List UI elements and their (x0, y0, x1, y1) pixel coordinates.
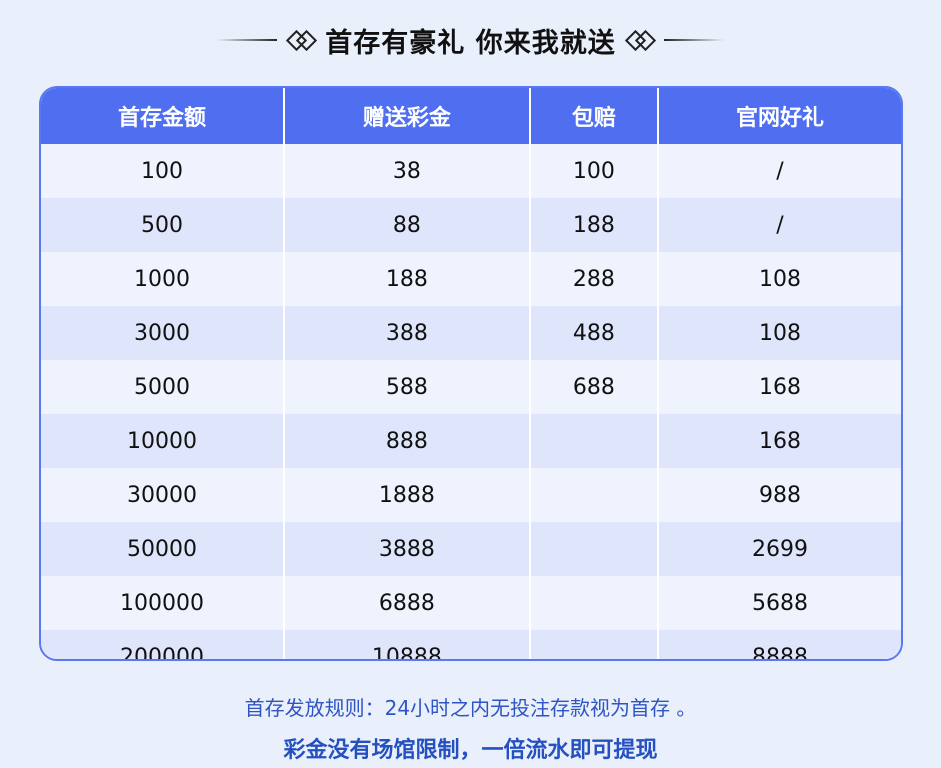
table-cell: 188 (283, 252, 530, 306)
decorative-line-left (217, 39, 278, 41)
table-cell: 500 (41, 198, 285, 252)
table-cell: 88 (283, 198, 530, 252)
table-cell: 100 (528, 144, 658, 198)
page-title-banner: 首存有豪礼 你来我就送 (0, 18, 941, 62)
header-official-gift: 官网好礼 (656, 88, 901, 144)
table-cell: 2699 (656, 522, 901, 576)
table-row: 200000 10888 8888 (41, 630, 901, 659)
table-row: 1000 188 288 108 (41, 252, 901, 306)
table-cell: / (656, 144, 901, 198)
table-cell: 100000 (41, 576, 285, 630)
table-cell (528, 468, 658, 522)
table-cell: 488 (528, 306, 658, 360)
table-row: 5000 588 688 168 (41, 360, 901, 414)
table-cell: / (656, 198, 901, 252)
table-cell: 6888 (283, 576, 530, 630)
table-cell: 588 (283, 360, 530, 414)
table-cell: 888 (283, 414, 530, 468)
table-cell: 5000 (41, 360, 285, 414)
table-row: 10000 888 168 (41, 414, 901, 468)
diamond-ornament-icon (624, 29, 656, 52)
table-cell: 30000 (41, 468, 285, 522)
bonus-table: 首存金额 赠送彩金 包赔 官网好礼 100 38 100/500 88 188/1000… (39, 86, 903, 661)
header-deposit-amount: 首存金额 (41, 88, 285, 144)
table-cell: 200000 (41, 630, 285, 659)
bonus-note-text: 彩金没有场馆限制，一倍流水即可提现 (283, 738, 658, 763)
table-row: 3000 388 488 108 (41, 306, 901, 360)
table-row: 100 38 100/ (41, 144, 901, 198)
table-cell: 1888 (283, 468, 530, 522)
table-cell: 688 (528, 360, 658, 414)
table-cell: 3000 (41, 306, 285, 360)
header-bonus: 赠送彩金 (283, 88, 530, 144)
decorative-line-right (663, 39, 724, 41)
table-cell (528, 630, 658, 659)
table-cell: 988 (656, 468, 901, 522)
table-cell (528, 576, 658, 630)
table-cell: 8888 (656, 630, 901, 659)
table-cell: 3888 (283, 522, 530, 576)
deposit-rule-text: 首存发放规则：24小时之内无投注存款视为首存 。 (244, 696, 697, 720)
page-title: 首存有豪礼 你来我就送 (325, 27, 616, 59)
table-cell: 5688 (656, 576, 901, 630)
table-cell (528, 522, 658, 576)
table-row: 500 88 188/ (41, 198, 901, 252)
table-cell (528, 414, 658, 468)
table-cell: 288 (528, 252, 658, 306)
table-cell: 10000 (41, 414, 285, 468)
table-cell: 168 (656, 414, 901, 468)
table-cell: 1000 (41, 252, 285, 306)
table-cell: 168 (656, 360, 901, 414)
header-compensation: 包赔 (528, 88, 658, 144)
table-cell: 50000 (41, 522, 285, 576)
table-row: 100000 6888 5688 (41, 576, 901, 630)
table-row: 30000 1888 988 (41, 468, 901, 522)
table-cell: 108 (656, 306, 901, 360)
table-cell: 188 (528, 198, 658, 252)
table-cell: 100 (41, 144, 285, 198)
table-cell: 388 (283, 306, 530, 360)
table-cell: 38 (283, 144, 530, 198)
table-cell: 108 (656, 252, 901, 306)
table-row: 50000 3888 2699 (41, 522, 901, 576)
table-header-row: 首存金额 赠送彩金 包赔 官网好礼 (41, 88, 901, 144)
table-cell: 10888 (283, 630, 530, 659)
diamond-ornament-icon (286, 29, 318, 52)
